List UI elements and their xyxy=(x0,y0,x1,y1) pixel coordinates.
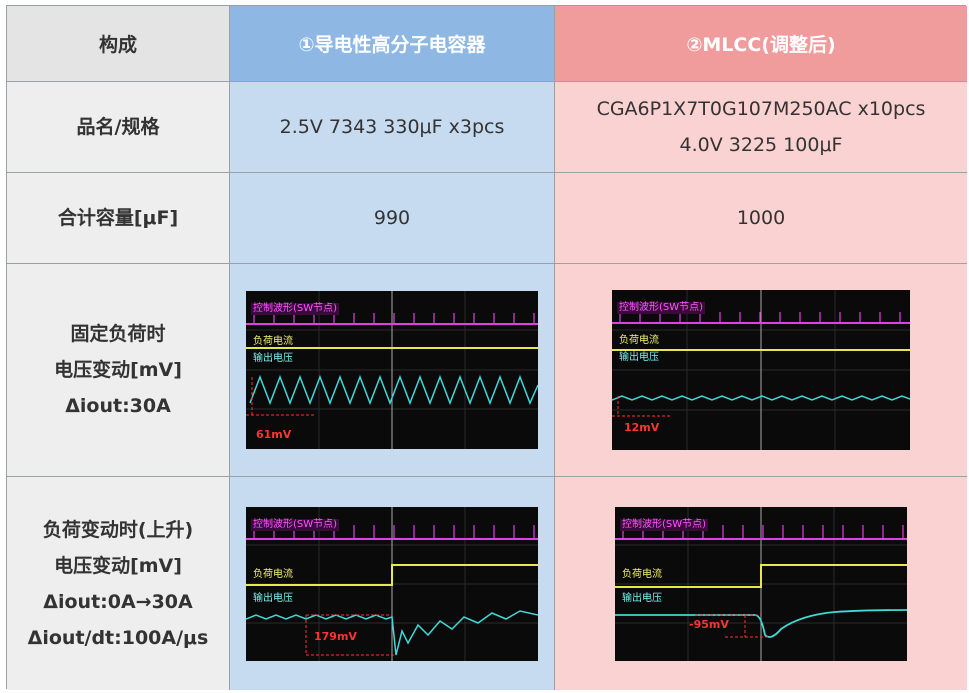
scope-label-control: 控制波形(SW节点) xyxy=(251,518,340,531)
load-step-col1-cell: 控制波形(SW节点) 负荷电流 输出电压 179mV xyxy=(230,477,555,690)
scope-label-control: 控制波形(SW节点) xyxy=(620,518,709,531)
scope-fixed-polymer: 控制波形(SW节点) 负荷电流 输出电压 61mV xyxy=(246,291,538,449)
scope-label-voltage: 输出电压 xyxy=(622,592,662,604)
fixed-load-label-line3: Δiout:30A xyxy=(65,395,171,417)
capacity-col1: 990 xyxy=(373,207,411,229)
scope-label-current: 负荷电流 xyxy=(253,336,293,347)
load-step-label-line2: 电压变动[mV] xyxy=(54,554,182,577)
scope-label-voltage: 输出电压 xyxy=(253,353,293,364)
header-col2: ②MLCC(调整后) xyxy=(686,34,836,56)
fixed-load-col2-cell: 控制波形(SW节点) 负荷电流 输出电压 12mV xyxy=(555,264,967,477)
header-label: 构成 xyxy=(98,34,137,56)
scope-label-current: 负荷电流 xyxy=(253,568,293,580)
scope-label-current: 负荷电流 xyxy=(619,335,659,346)
load-step-label-cell: 负荷变动时(上升) 电压变动[mV] Δiout:0A→30A Δiout/dt… xyxy=(7,477,230,690)
header-col2-cell: ②MLCC(调整后) xyxy=(555,6,967,82)
measurement-fixed-col2: 12mV xyxy=(624,421,660,434)
scope-label-voltage: 输出电压 xyxy=(619,352,659,363)
capacity-col2: 1000 xyxy=(736,207,786,229)
capacity-label-cell: 合计容量[μF] xyxy=(7,173,230,264)
load-step-col2-cell: 控制波形(SW节点) 负荷电流 输出电压 -95mV xyxy=(555,477,967,690)
scope-step-polymer: 控制波形(SW节点) 负荷电流 输出电压 179mV xyxy=(246,506,538,661)
load-step-label-line3: Δiout:0A→30A xyxy=(43,590,193,613)
scope-step-mlcc-waveform xyxy=(615,506,907,661)
load-step-label-line1: 负荷变动时(上升) xyxy=(42,518,194,541)
scope-label-current: 负荷电流 xyxy=(622,568,662,580)
scope-step-polymer-waveform xyxy=(246,506,538,661)
scope-label-control: 控制波形(SW节点) xyxy=(251,303,340,315)
spec-col1: 2.5V 7343 330μF x3pcs xyxy=(279,116,505,138)
scope-step-mlcc: 控制波形(SW节点) 负荷电流 输出电压 -95mV xyxy=(615,506,907,661)
scope-label-voltage: 输出电压 xyxy=(253,592,293,604)
measurement-step-col2: -95mV xyxy=(689,617,729,631)
scope-fixed-mlcc: 控制波形(SW节点) 负荷电流 输出电压 12mV xyxy=(612,290,910,450)
fixed-load-label-line2: 电压变动[mV] xyxy=(54,359,182,381)
comparison-table: 构成 ①导电性高分子电容器 ②MLCC(调整后) 品名/规格 2.5V 7343… xyxy=(6,5,967,690)
scope-fixed-polymer-waveform xyxy=(246,291,538,449)
load-step-label-line4: Δiout/dt:100A/μs xyxy=(27,626,209,649)
spec-col2-line2: 4.0V 3225 100μF xyxy=(679,134,843,156)
fixed-load-label-cell: 固定负荷时 电压变动[mV] Δiout:30A xyxy=(7,264,230,477)
spec-label: 品名/规格 xyxy=(76,116,160,138)
capacity-col1-cell: 990 xyxy=(230,173,555,264)
measurement-fixed-col1: 61mV xyxy=(256,428,292,441)
scope-fixed-mlcc-waveform xyxy=(612,290,910,450)
measurement-step-col1: 179mV xyxy=(314,629,357,643)
spec-col2-line1: CGA6P1X7T0G107M250AC x10pcs xyxy=(596,98,926,120)
capacity-label: 合计容量[μF] xyxy=(57,207,179,229)
fixed-load-label-line1: 固定负荷时 xyxy=(70,323,166,345)
header-col1: ①导电性高分子电容器 xyxy=(298,34,486,56)
capacity-col2-cell: 1000 xyxy=(555,173,967,264)
header-col1-cell: ①导电性高分子电容器 xyxy=(230,6,555,82)
spec-col2-cell: CGA6P1X7T0G107M250AC x10pcs 4.0V 3225 10… xyxy=(555,82,967,173)
header-label-cell: 构成 xyxy=(7,6,230,82)
spec-label-cell: 品名/规格 xyxy=(7,82,230,173)
fixed-load-col1-cell: 控制波形(SW节点) 负荷电流 输出电压 61mV xyxy=(230,264,555,477)
spec-col1-cell: 2.5V 7343 330μF x3pcs xyxy=(230,82,555,173)
scope-label-control: 控制波形(SW节点) xyxy=(617,302,706,314)
